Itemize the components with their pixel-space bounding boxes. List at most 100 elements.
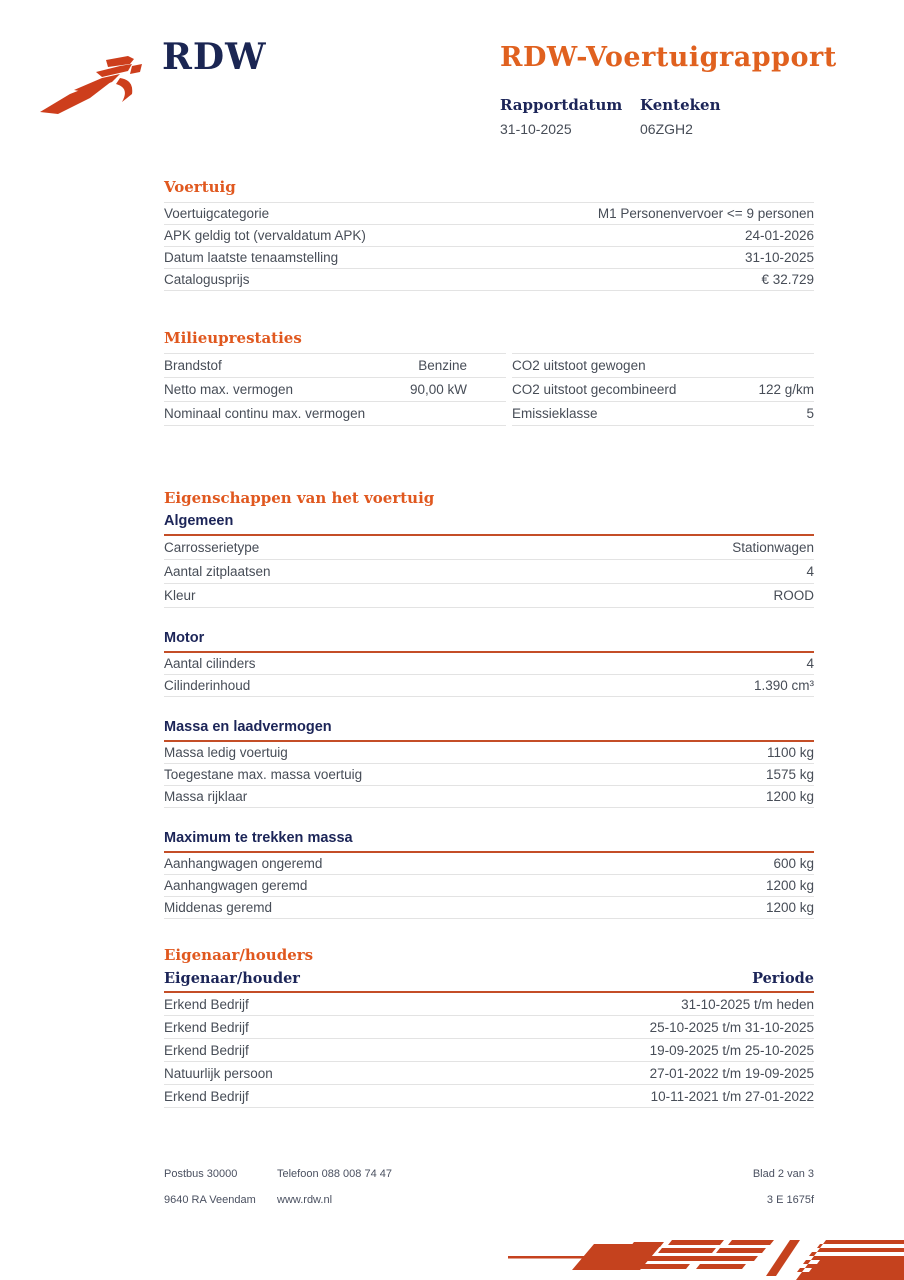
voertuig-table: Voertuigcategorie M1 Personenvervoer <= … <box>164 202 814 291</box>
table-row: Erkend Bedrijf 25-10-2025 t/m 31-10-2025 <box>164 1016 814 1039</box>
row-value: € 32.729 <box>761 272 814 287</box>
page-title: RDW-Voertuigrapport <box>500 42 837 73</box>
period-cell: 19-09-2025 t/m 25-10-2025 <box>649 1042 814 1058</box>
row-label: Netto max. vermogen <box>164 382 294 397</box>
algemeen-table: Carrosserietype Stationwagen Aantal zitp… <box>164 536 814 608</box>
brand-wordmark: RDW <box>162 36 267 78</box>
rdw-logo-icon <box>36 50 148 118</box>
table-row: CO2 uitstoot gecombineerd 122 g/km <box>512 378 814 402</box>
row-label: CO2 uitstoot gecombineerd <box>512 382 677 397</box>
column-header-period: Periode <box>752 970 814 987</box>
subsection-massa: Massa en laadvermogen Massa ledig voertu… <box>164 719 814 808</box>
column-header-owner: Eigenaar/houder <box>164 970 300 987</box>
report-meta: Rapportdatum Kenteken 31-10-2025 06ZGH2 <box>500 96 820 137</box>
eigenaar-table-header: Eigenaar/houder Periode <box>164 970 814 993</box>
footer-phone: Telefoon 088 008 74 47 <box>277 1168 392 1180</box>
row-label: Brandstof <box>164 358 222 373</box>
row-value: M1 Personenvervoer <= 9 personen <box>597 206 814 221</box>
row-label: Voertuigcategorie <box>164 206 270 221</box>
table-row: Aantal cilinders 4 <box>164 653 814 675</box>
table-row: Natuurlijk persoon 27-01-2022 t/m 19-09-… <box>164 1062 814 1085</box>
row-label: Catalogusprijs <box>164 272 250 287</box>
subsection-motor: Motor Aantal cilinders 4 Cilinderinhoud … <box>164 630 814 697</box>
license-plate-value: 06ZGH2 <box>640 121 693 137</box>
subsection-heading-motor: Motor <box>164 630 814 653</box>
row-value: 31-10-2025 <box>744 250 814 265</box>
footer-address-line2: 9640 RA Veendam <box>164 1194 256 1206</box>
table-row: Aantal zitplaatsen 4 <box>164 560 814 584</box>
period-cell: 25-10-2025 t/m 31-10-2025 <box>649 1019 814 1035</box>
footer-doc-code: 3 E 1675f <box>766 1194 814 1206</box>
owner-cell: Erkend Bedrijf <box>164 1019 249 1035</box>
massa-table: Massa ledig voertuig 1100 kg Toegestane … <box>164 742 814 808</box>
table-row: Massa ledig voertuig 1100 kg <box>164 742 814 764</box>
table-row: Brandstof Benzine <box>164 354 506 378</box>
table-row: Emissieklasse 5 <box>512 402 814 426</box>
section-heading-milieuprestaties: Milieuprestaties <box>164 329 302 347</box>
subsection-trekken: Maximum te trekken massa Aanhangwagen on… <box>164 830 814 919</box>
section-heading-eigenschappen: Eigenschappen van het voertuig <box>164 489 435 507</box>
row-value: Stationwagen <box>732 540 814 555</box>
section-heading-eigenaar: Eigenaar/houders <box>164 946 314 964</box>
row-value: 90,00 kW <box>409 382 467 397</box>
row-label: APK geldig tot (vervaldatum APK) <box>164 228 366 243</box>
row-value: 122 g/km <box>758 382 814 397</box>
table-row: Nominaal continu max. vermogen <box>164 402 506 426</box>
period-cell: 10-11-2021 t/m 27-01-2022 <box>650 1088 814 1104</box>
owner-cell: Erkend Bedrijf <box>164 996 249 1012</box>
section-heading-voertuig: Voertuig <box>164 178 236 196</box>
row-value: 4 <box>806 656 814 671</box>
owner-cell: Erkend Bedrijf <box>164 1088 249 1104</box>
row-value: 4 <box>806 564 814 579</box>
section-milieuprestaties: Milieuprestaties Brandstof Benzine Netto… <box>164 329 814 426</box>
row-value: 1200 kg <box>765 900 814 915</box>
milieu-columns: Brandstof Benzine Netto max. vermogen 90… <box>164 353 814 426</box>
row-value: 1200 kg <box>765 789 814 804</box>
trekken-table: Aanhangwagen ongeremd 600 kg Aanhangwage… <box>164 853 814 919</box>
table-row: Carrosserietype Stationwagen <box>164 536 814 560</box>
table-row: Aanhangwagen geremd 1200 kg <box>164 875 814 897</box>
table-row: Datum laatste tenaamstelling 31-10-2025 <box>164 247 814 269</box>
row-value: 1.390 cm³ <box>753 678 814 693</box>
table-row: Erkend Bedrijf 19-09-2025 t/m 25-10-2025 <box>164 1039 814 1062</box>
row-label: Aanhangwagen geremd <box>164 878 308 893</box>
footer-page-indicator: Blad 2 van 3 <box>752 1168 814 1180</box>
footer-website: www.rdw.nl <box>277 1194 333 1206</box>
table-row: Erkend Bedrijf 31-10-2025 t/m heden <box>164 993 814 1016</box>
row-label: Nominaal continu max. vermogen <box>164 406 366 421</box>
report-date-label: Rapportdatum <box>500 96 623 114</box>
table-row: Middenas geremd 1200 kg <box>164 897 814 919</box>
table-row: Catalogusprijs € 32.729 <box>164 269 814 291</box>
subsection-heading-algemeen: Algemeen <box>164 513 814 536</box>
section-voertuig: Voertuig Voertuigcategorie M1 Personenve… <box>164 178 814 291</box>
row-label: Middenas geremd <box>164 900 273 915</box>
license-plate-label: Kenteken <box>640 96 721 114</box>
row-label: Toegestane max. massa voertuig <box>164 767 363 782</box>
row-value: 1200 kg <box>765 878 814 893</box>
subsection-heading-massa: Massa en laadvermogen <box>164 719 814 742</box>
subsection-algemeen: Algemeen Carrosserietype Stationwagen Aa… <box>164 513 814 608</box>
row-label: CO2 uitstoot gewogen <box>512 358 646 373</box>
table-row: Kleur ROOD <box>164 584 814 608</box>
table-row: CO2 uitstoot gewogen <box>512 354 814 378</box>
row-value: Benzine <box>418 358 467 373</box>
row-label: Datum laatste tenaamstelling <box>164 250 339 265</box>
row-value: 1575 kg <box>765 767 814 782</box>
table-row: Toegestane max. massa voertuig 1575 kg <box>164 764 814 786</box>
table-row: Aanhangwagen ongeremd 600 kg <box>164 853 814 875</box>
owner-cell: Erkend Bedrijf <box>164 1042 249 1058</box>
bottom-stripes-graphic <box>494 1234 904 1280</box>
owner-cell: Natuurlijk persoon <box>164 1065 273 1081</box>
row-label: Carrosserietype <box>164 540 260 555</box>
table-row: Voertuigcategorie M1 Personenvervoer <= … <box>164 203 814 225</box>
row-label: Aantal zitplaatsen <box>164 564 271 579</box>
row-value: 5 <box>806 406 814 421</box>
table-row: Netto max. vermogen 90,00 kW <box>164 378 506 402</box>
row-value: ROOD <box>773 588 815 603</box>
row-value: 600 kg <box>773 856 814 871</box>
milieu-left-table: Brandstof Benzine Netto max. vermogen 90… <box>164 353 506 426</box>
row-value: 24-01-2026 <box>744 228 814 243</box>
eigenaar-table: Erkend Bedrijf 31-10-2025 t/m heden Erke… <box>164 993 814 1108</box>
row-value: 1100 kg <box>766 745 814 760</box>
